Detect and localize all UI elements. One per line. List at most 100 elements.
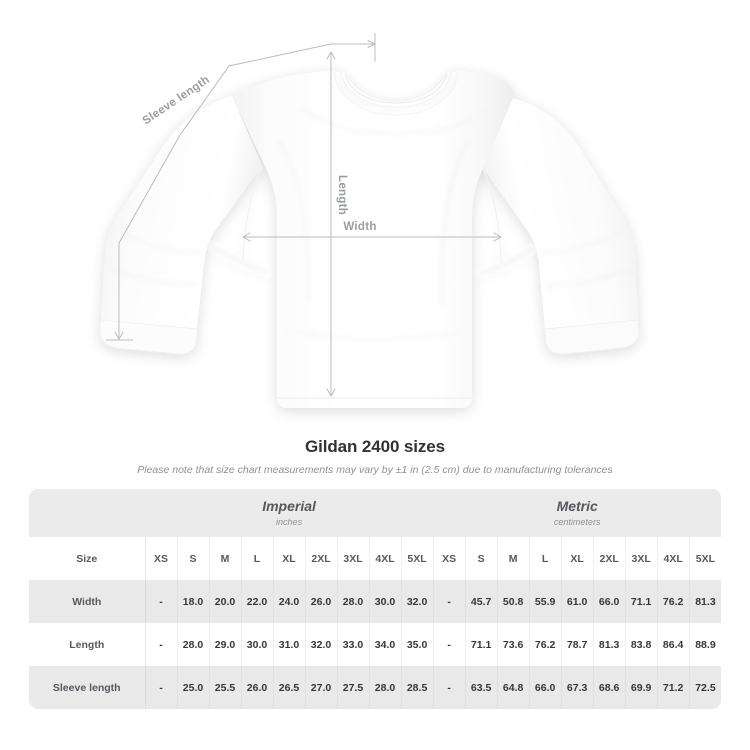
width-label: Width: [343, 221, 376, 233]
unit-imperial-sub: inches: [276, 516, 303, 527]
size-header-metric-m: M: [497, 537, 530, 580]
cell-width-metric-xs: -: [432, 580, 466, 623]
cell-sleeve-length-imperial-5xl: 28.5: [401, 666, 434, 709]
size-header-imperial-s: S: [177, 537, 210, 580]
cell-length-metric-s: 71.1: [465, 623, 498, 666]
cell-width-imperial-xl: 24.0: [273, 580, 306, 623]
cell-width-metric-m: 50.8: [497, 580, 530, 623]
size-header-metric-s: S: [465, 537, 498, 580]
cell-width-metric-xl: 61.0: [561, 580, 594, 623]
cell-length-imperial-xs: -: [145, 623, 178, 666]
cell-sleeve-length-imperial-2xl: 27.0: [305, 666, 338, 709]
cell-length-imperial-m: 29.0: [209, 623, 242, 666]
width-arrow-right: [493, 232, 502, 242]
size-header-metric-4xl: 4XL: [657, 537, 690, 580]
cell-sleeve-length-imperial-l: 26.0: [241, 666, 274, 709]
cell-width-imperial-xs: -: [145, 580, 178, 623]
unit-metric-sub: centimeters: [553, 516, 601, 527]
cell-width-imperial-3xl: 28.0: [337, 580, 370, 623]
cell-sleeve-length-imperial-s: 25.0: [177, 666, 210, 709]
length-arrow-top: [326, 51, 336, 60]
sleeve-bottom-arrow: [114, 331, 124, 340]
size-header-metric-l: L: [529, 537, 562, 580]
cell-width-imperial-4xl: 30.0: [369, 580, 402, 623]
right-sleeve-seam: [482, 167, 502, 264]
cell-length-metric-5xl: 88.9: [689, 623, 722, 666]
size-header-imperial-xl: XL: [273, 537, 306, 580]
table-body: Width -18.0 20.0 22.0 24.0 26.0 28.0 30.0 32.0-4…: [29, 580, 722, 709]
cell-sleeve-length-imperial-4xl: 28.0: [369, 666, 402, 709]
cell-length-metric-4xl: 86.4: [657, 623, 690, 666]
title-block: Gildan 2400 sizes Please note that size …: [0, 436, 750, 477]
cell-length-imperial-s: 28.0: [177, 623, 210, 666]
size-header-metric-xs: XS: [432, 537, 466, 580]
size-header-imperial-m: M: [209, 537, 242, 580]
size-header-metric-3xl: 3XL: [625, 537, 658, 580]
size-header-label: Size: [29, 537, 146, 580]
page-title: Gildan 2400 sizes: [304, 437, 446, 456]
cell-length-metric-3xl: 83.8: [625, 623, 658, 666]
garment-illustration: Sleeve length Length Width: [99, 33, 640, 408]
cell-length-imperial-5xl: 35.0: [401, 623, 434, 666]
cell-sleeve-length-metric-xs: -: [432, 666, 466, 709]
size-header-metric-2xl: 2XL: [593, 537, 626, 580]
cell-length-metric-l: 76.2: [529, 623, 562, 666]
size-header-imperial-5xl: 5XL: [401, 537, 434, 580]
left-sleeve: [100, 96, 262, 346]
size-header-imperial-l: L: [241, 537, 274, 580]
size-header-imperial-4xl: 4XL: [369, 537, 402, 580]
cell-length-imperial-xl: 31.0: [273, 623, 306, 666]
table-row: Length -28.0 29.0 30.0 31.0 32.0 33.0 34.0 35.0-…: [29, 623, 722, 666]
cell-width-metric-5xl: 81.3: [689, 580, 722, 623]
cell-length-metric-2xl: 81.3: [593, 623, 626, 666]
unit-imperial-cell: Imperial inches: [145, 489, 434, 537]
cell-width-metric-2xl: 66.0: [593, 580, 626, 623]
cell-length-imperial-4xl: 34.0: [369, 623, 402, 666]
cell-sleeve-length-metric-5xl: 72.5: [689, 666, 722, 709]
cell-width-metric-3xl: 71.1: [625, 580, 658, 623]
shirt-body: [232, 70, 515, 408]
cell-sleeve-length-metric-l: 66.0: [529, 666, 562, 709]
cell-width-metric-l: 55.9: [529, 580, 562, 623]
cell-length-metric-xl: 78.7: [561, 623, 594, 666]
cell-length-metric-xs: -: [432, 623, 466, 666]
cell-sleeve-length-metric-xl: 67.3: [561, 666, 594, 709]
dimension-annotations: [106, 33, 502, 397]
cell-length-metric-m: 73.6: [497, 623, 530, 666]
sleeve-length-leader: [118, 43, 332, 338]
cell-length-imperial-3xl: 33.0: [337, 623, 370, 666]
cell-sleeve-length-imperial-3xl: 27.5: [337, 666, 370, 709]
right-cuff: [544, 319, 640, 355]
width-arrow-left: [242, 232, 251, 242]
cell-width-imperial-m: 20.0: [209, 580, 242, 623]
cell-sleeve-length-metric-2xl: 68.6: [593, 666, 626, 709]
shirt-diagram-svg: Sleeve length Length Width: [99, 33, 640, 408]
size-chart-table: Imperial inches Metric centimeters Size …: [29, 489, 722, 709]
size-header-imperial-3xl: 3XL: [337, 537, 370, 580]
cell-sleeve-length-metric-m: 64.8: [497, 666, 530, 709]
fabric-folds: [107, 106, 633, 341]
size-header-metric-5xl: 5XL: [689, 537, 722, 580]
unit-metric-cell: Metric centimeters: [433, 489, 722, 537]
size-header-metric-xl: XL: [561, 537, 594, 580]
table-row: Width -18.0 20.0 22.0 24.0 26.0 28.0 30.0 32.0-4…: [29, 580, 722, 623]
table-row: Sleeve length -25.0 25.5 26.0 26.5 27.0 27.5 28…: [29, 666, 722, 709]
cell-sleeve-length-metric-3xl: 69.9: [625, 666, 658, 709]
size-header-imperial-xs: XS: [145, 537, 178, 580]
table-head: Imperial inches Metric centimeters Size …: [29, 489, 722, 580]
collar: [333, 69, 459, 116]
left-cuff: [99, 319, 198, 355]
collar-inner-edge: [344, 73, 448, 104]
left-sleeve-seam: [242, 165, 263, 263]
cell-width-imperial-s: 18.0: [177, 580, 210, 623]
right-sleeve: [483, 98, 639, 346]
size-header-imperial-2xl: 2XL: [305, 537, 338, 580]
cell-width-imperial-5xl: 32.0: [401, 580, 434, 623]
unit-spacer-cell: [29, 489, 145, 537]
unit-header-row: Imperial inches Metric centimeters: [29, 489, 722, 537]
cell-length-imperial-l: 30.0: [241, 623, 274, 666]
unit-imperial-name: Imperial: [262, 497, 316, 514]
size-chart-container: Imperial inches Metric centimeters Size …: [29, 489, 722, 709]
garment-shape: [99, 69, 640, 408]
cell-sleeve-length-imperial-m: 25.5: [209, 666, 242, 709]
